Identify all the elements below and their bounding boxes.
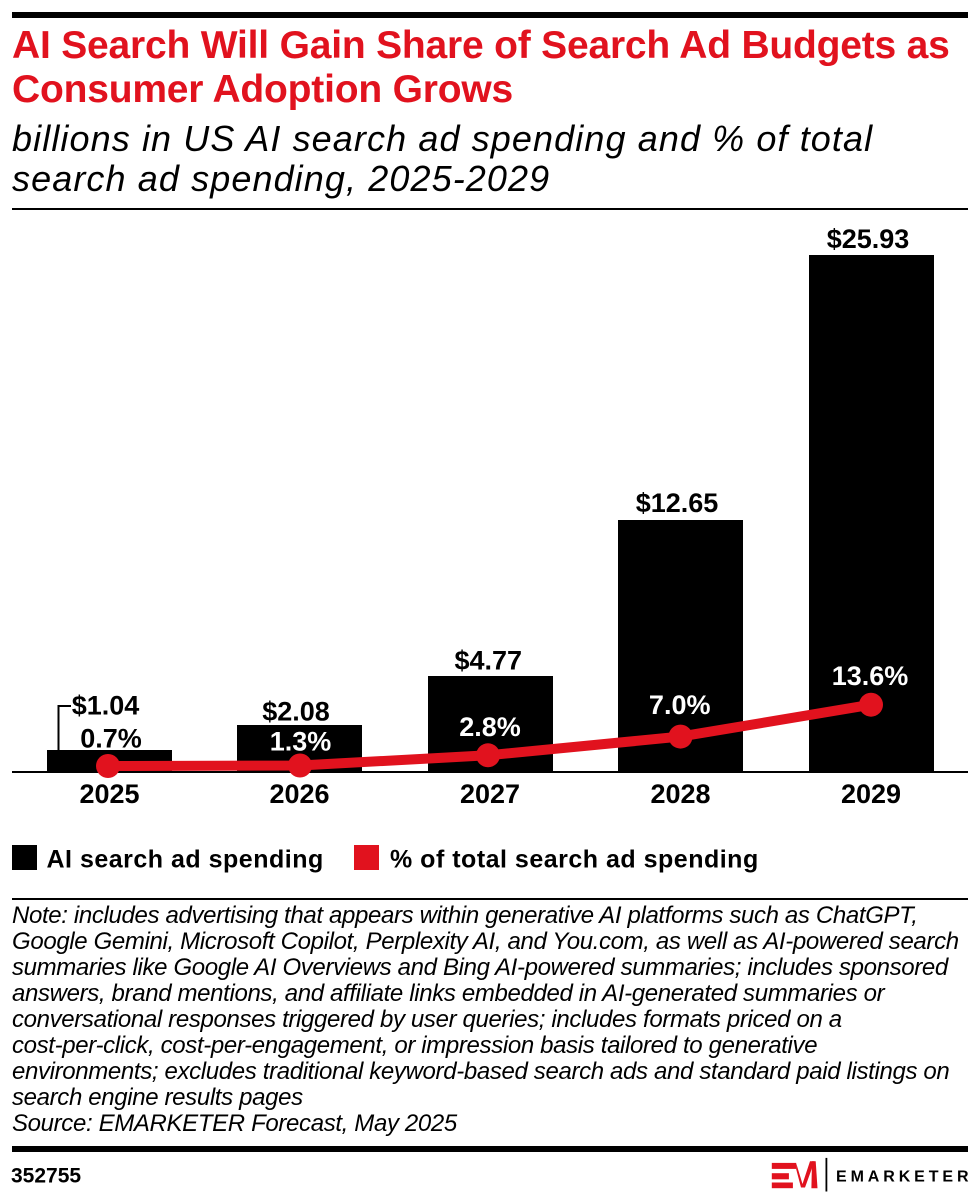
svg-text:2026: 2026: [269, 779, 329, 809]
svg-text:$4.77: $4.77: [455, 646, 523, 676]
svg-text:7.0%: 7.0%: [649, 690, 711, 720]
svg-text:13.6%: 13.6%: [832, 661, 909, 691]
svg-text:$25.93: $25.93: [827, 224, 910, 254]
svg-text:352755: 352755: [11, 1165, 81, 1188]
svg-text:2027: 2027: [460, 779, 520, 809]
svg-text:2029: 2029: [841, 779, 901, 809]
svg-text:0.7%: 0.7%: [80, 723, 142, 753]
svg-text:AI search ad spending: AI search ad spending: [47, 845, 324, 873]
svg-text:2.8%: 2.8%: [459, 712, 521, 742]
svg-text:% of total search ad spending: % of total search ad spending: [390, 845, 759, 873]
svg-text:2025: 2025: [79, 779, 139, 809]
svg-text:$2.08: $2.08: [262, 697, 330, 727]
svg-text:$12.65: $12.65: [636, 488, 719, 518]
svg-text:$1.04: $1.04: [72, 691, 140, 721]
svg-text:EMARKETER: EMARKETER: [836, 1169, 972, 1186]
svg-text:2028: 2028: [650, 779, 710, 809]
svg-text:1.3%: 1.3%: [270, 727, 332, 757]
